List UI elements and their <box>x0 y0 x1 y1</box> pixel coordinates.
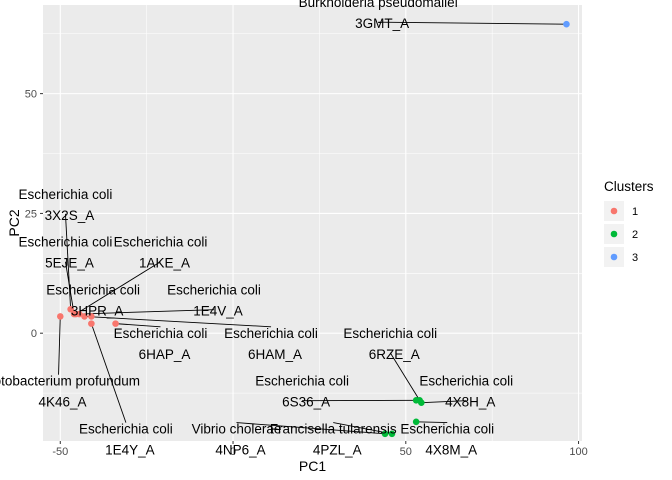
scatter-point <box>56 313 64 320</box>
axis-ticks <box>40 93 580 444</box>
point-label-species: Escherichia coli <box>400 422 494 437</box>
scatter-point <box>563 20 570 28</box>
point-label-id: 1E4V_A <box>193 304 243 319</box>
label-leader-line <box>416 421 448 424</box>
point-label-species: Vibrio cholerae <box>192 422 282 437</box>
legend-label: 1 <box>632 206 638 218</box>
legend-key-dot <box>610 230 618 238</box>
point-label-species: Escherichia coli <box>419 374 513 389</box>
point-label-species: Escherichia coli <box>167 283 261 298</box>
scatter-point <box>412 396 420 404</box>
x-axis-title: PC1 <box>299 458 326 474</box>
scatter-point <box>67 305 74 313</box>
x-tick-label: 0 <box>230 446 236 458</box>
point-label-id: 6RZE_A <box>369 347 420 362</box>
point-label-species: Escherichia coli <box>19 235 113 250</box>
scatter-point <box>418 399 425 406</box>
label-leader-line <box>115 323 161 328</box>
legend-title: Clusters <box>604 179 654 194</box>
point-label-id: 1E4Y_A <box>105 443 155 458</box>
point-label-id: 4PZL_A <box>313 443 362 458</box>
y-axis-title: PC2 <box>6 209 22 236</box>
point-label-id: 6S36_A <box>282 395 330 410</box>
legend-label: 2 <box>632 229 638 241</box>
x-tick-label: -50 <box>52 446 68 458</box>
point-label-species: Escherichia coli <box>19 187 113 202</box>
legend-label: 3 <box>632 252 638 264</box>
data-points <box>56 20 570 438</box>
point-label-species: Escherichia coli <box>114 326 208 341</box>
y-tick-label: 0 <box>31 328 37 340</box>
point-label-id: 3X2S_A <box>45 208 95 223</box>
point-label-id: 5EJE_A <box>45 256 94 271</box>
point-label-species: Escherichia coli <box>79 422 173 437</box>
point-label-id: 4NP6_A <box>215 443 265 458</box>
point-label-id: 6HAP_A <box>139 347 191 362</box>
point-label-species: Burkholderia pseudomallei <box>299 0 458 10</box>
legend-key-dot <box>610 253 618 261</box>
point-label-species: Escherichia coli <box>114 235 208 250</box>
scatter-point <box>88 313 95 320</box>
x-tick-label: 50 <box>400 446 412 458</box>
label-leader-line <box>65 213 72 310</box>
legend: Clusters 1 2 3 <box>604 179 654 267</box>
point-label-id: 3GMT_A <box>355 16 409 31</box>
scatter-point <box>412 418 420 426</box>
scatter-point <box>81 313 88 320</box>
x-tick-label: 100 <box>569 446 587 458</box>
point-label-id: 3HPR_A <box>71 304 124 319</box>
point-label-id: 4K46_A <box>39 395 87 410</box>
point-label-id: 6HAM_A <box>248 347 302 362</box>
point-label-species: Escherichia coli <box>343 326 437 341</box>
label-leader-line <box>333 422 393 435</box>
label-leader-line <box>90 323 127 423</box>
label-leader-line <box>421 400 467 404</box>
label-leader-line <box>378 21 567 25</box>
scatter-point <box>88 320 95 327</box>
major-gridlines <box>43 5 582 441</box>
label-leader-lines <box>58 21 567 435</box>
scatter-point <box>75 310 83 318</box>
point-labels: Escherichia coli 3X2S_A Escherichia coli 5E… <box>0 0 513 458</box>
legend-key-dot <box>610 207 618 215</box>
point-label-id: 4X8M_A <box>425 443 477 458</box>
label-leader-line <box>58 316 61 375</box>
tick-labels: -50 0 50 100 0 25 50 <box>25 89 588 458</box>
point-label-species: Escherichia coli <box>224 326 318 341</box>
label-leader-line <box>75 261 161 315</box>
legend-items: 1 2 3 <box>604 201 638 267</box>
point-label-species: Escherichia coli <box>46 283 140 298</box>
scatter-point <box>381 430 389 438</box>
scatter-point <box>388 430 396 438</box>
point-label-id: 1AKE_A <box>139 256 190 271</box>
label-leader-line <box>389 352 420 401</box>
label-leader-line <box>236 422 386 435</box>
point-label-species: Francisella tularensis <box>270 422 397 437</box>
point-label-id: 4X8H_A <box>445 395 495 410</box>
y-tick-label: 25 <box>25 208 37 220</box>
y-tick-label: 50 <box>25 89 37 101</box>
point-label-species: Escherichia coli <box>255 374 349 389</box>
scatter-point <box>112 320 119 327</box>
label-leader-line <box>79 309 215 315</box>
point-label-species: Photobacterium profundum <box>0 374 140 389</box>
label-leader-line <box>84 315 272 328</box>
label-leader-line <box>65 261 75 315</box>
minor-gridlines <box>43 5 582 441</box>
